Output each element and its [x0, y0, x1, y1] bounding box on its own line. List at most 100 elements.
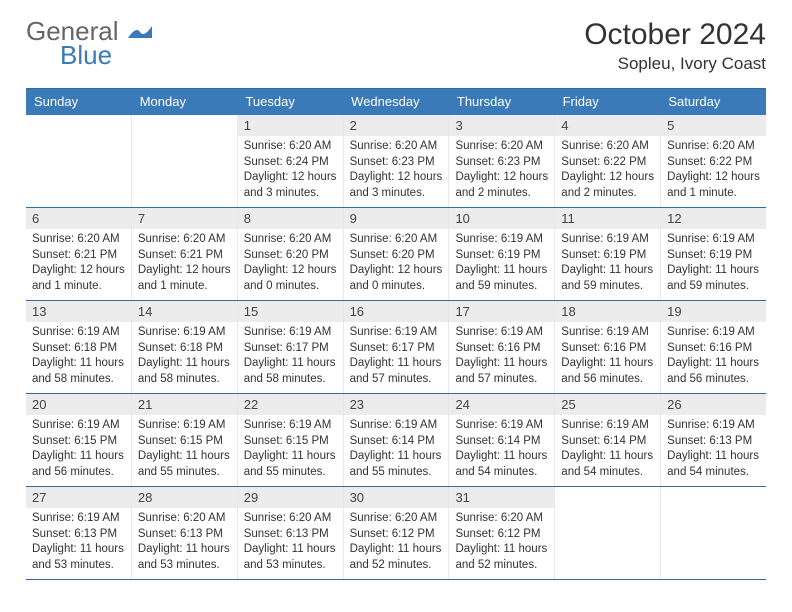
day-info: Sunrise: 6:19 AMSunset: 6:15 PMDaylight:…	[238, 415, 343, 486]
day-number: 20	[26, 394, 131, 415]
day-cell: 7Sunrise: 6:20 AMSunset: 6:21 PMDaylight…	[132, 208, 238, 300]
wave-icon	[128, 16, 152, 46]
day-headers-row: SundayMondayTuesdayWednesdayThursdayFrid…	[26, 89, 766, 115]
day-info: Sunrise: 6:20 AMSunset: 6:12 PMDaylight:…	[344, 508, 449, 579]
day-cell: 3Sunrise: 6:20 AMSunset: 6:23 PMDaylight…	[449, 115, 555, 207]
day-info: Sunrise: 6:20 AMSunset: 6:12 PMDaylight:…	[449, 508, 554, 579]
week-row: 6Sunrise: 6:20 AMSunset: 6:21 PMDaylight…	[26, 208, 766, 301]
day-number: 23	[344, 394, 449, 415]
day-info: Sunrise: 6:20 AMSunset: 6:23 PMDaylight:…	[344, 136, 449, 207]
day-info: Sunrise: 6:19 AMSunset: 6:17 PMDaylight:…	[238, 322, 343, 393]
day-number: 6	[26, 208, 131, 229]
day-number: 9	[344, 208, 449, 229]
day-cell: 26Sunrise: 6:19 AMSunset: 6:13 PMDayligh…	[661, 394, 766, 486]
day-cell: 24Sunrise: 6:19 AMSunset: 6:14 PMDayligh…	[449, 394, 555, 486]
day-cell: 18Sunrise: 6:19 AMSunset: 6:16 PMDayligh…	[555, 301, 661, 393]
day-info: Sunrise: 6:20 AMSunset: 6:22 PMDaylight:…	[661, 136, 766, 207]
day-number: 7	[132, 208, 237, 229]
day-cell: 17Sunrise: 6:19 AMSunset: 6:16 PMDayligh…	[449, 301, 555, 393]
day-number: 24	[449, 394, 554, 415]
day-cell: 6Sunrise: 6:20 AMSunset: 6:21 PMDaylight…	[26, 208, 132, 300]
day-number: 15	[238, 301, 343, 322]
day-number: 1	[238, 115, 343, 136]
day-header: Sunday	[26, 89, 132, 115]
day-number: 2	[344, 115, 449, 136]
brand-text: General Blue	[26, 18, 152, 68]
day-info: Sunrise: 6:20 AMSunset: 6:23 PMDaylight:…	[449, 136, 554, 207]
day-cell: 29Sunrise: 6:20 AMSunset: 6:13 PMDayligh…	[238, 487, 344, 579]
day-cell	[555, 487, 661, 579]
day-number: 21	[132, 394, 237, 415]
day-info: Sunrise: 6:20 AMSunset: 6:24 PMDaylight:…	[238, 136, 343, 207]
day-number: 26	[661, 394, 766, 415]
day-info: Sunrise: 6:19 AMSunset: 6:16 PMDaylight:…	[661, 322, 766, 393]
day-cell: 27Sunrise: 6:19 AMSunset: 6:13 PMDayligh…	[26, 487, 132, 579]
day-cell: 5Sunrise: 6:20 AMSunset: 6:22 PMDaylight…	[661, 115, 766, 207]
day-number: 18	[555, 301, 660, 322]
day-info: Sunrise: 6:19 AMSunset: 6:19 PMDaylight:…	[555, 229, 660, 300]
day-cell: 10Sunrise: 6:19 AMSunset: 6:19 PMDayligh…	[449, 208, 555, 300]
week-row: 13Sunrise: 6:19 AMSunset: 6:18 PMDayligh…	[26, 301, 766, 394]
day-info: Sunrise: 6:19 AMSunset: 6:17 PMDaylight:…	[344, 322, 449, 393]
day-header: Tuesday	[237, 89, 343, 115]
day-info: Sunrise: 6:20 AMSunset: 6:20 PMDaylight:…	[344, 229, 449, 300]
day-info: Sunrise: 6:19 AMSunset: 6:14 PMDaylight:…	[344, 415, 449, 486]
day-header: Saturday	[660, 89, 766, 115]
week-row: 20Sunrise: 6:19 AMSunset: 6:15 PMDayligh…	[26, 394, 766, 487]
day-info: Sunrise: 6:20 AMSunset: 6:20 PMDaylight:…	[238, 229, 343, 300]
month-title: October 2024	[584, 18, 766, 52]
week-row: 1Sunrise: 6:20 AMSunset: 6:24 PMDaylight…	[26, 115, 766, 208]
day-info: Sunrise: 6:20 AMSunset: 6:13 PMDaylight:…	[238, 508, 343, 579]
day-cell: 20Sunrise: 6:19 AMSunset: 6:15 PMDayligh…	[26, 394, 132, 486]
day-info: Sunrise: 6:19 AMSunset: 6:18 PMDaylight:…	[26, 322, 131, 393]
day-number: 27	[26, 487, 131, 508]
day-cell: 31Sunrise: 6:20 AMSunset: 6:12 PMDayligh…	[449, 487, 555, 579]
weeks-container: 1Sunrise: 6:20 AMSunset: 6:24 PMDaylight…	[26, 115, 766, 580]
day-number: 12	[661, 208, 766, 229]
day-cell: 21Sunrise: 6:19 AMSunset: 6:15 PMDayligh…	[132, 394, 238, 486]
day-number: 30	[344, 487, 449, 508]
day-number: 8	[238, 208, 343, 229]
day-cell: 13Sunrise: 6:19 AMSunset: 6:18 PMDayligh…	[26, 301, 132, 393]
day-cell	[661, 487, 766, 579]
day-cell: 4Sunrise: 6:20 AMSunset: 6:22 PMDaylight…	[555, 115, 661, 207]
day-number: 31	[449, 487, 554, 508]
day-info: Sunrise: 6:19 AMSunset: 6:14 PMDaylight:…	[449, 415, 554, 486]
day-header: Friday	[555, 89, 661, 115]
day-info: Sunrise: 6:20 AMSunset: 6:21 PMDaylight:…	[132, 229, 237, 300]
week-row: 27Sunrise: 6:19 AMSunset: 6:13 PMDayligh…	[26, 487, 766, 580]
day-info: Sunrise: 6:20 AMSunset: 6:13 PMDaylight:…	[132, 508, 237, 579]
day-cell: 1Sunrise: 6:20 AMSunset: 6:24 PMDaylight…	[238, 115, 344, 207]
day-number: 4	[555, 115, 660, 136]
day-cell: 25Sunrise: 6:19 AMSunset: 6:14 PMDayligh…	[555, 394, 661, 486]
day-number: 10	[449, 208, 554, 229]
day-cell: 15Sunrise: 6:19 AMSunset: 6:17 PMDayligh…	[238, 301, 344, 393]
day-info: Sunrise: 6:19 AMSunset: 6:15 PMDaylight:…	[26, 415, 131, 486]
day-cell: 11Sunrise: 6:19 AMSunset: 6:19 PMDayligh…	[555, 208, 661, 300]
day-cell: 19Sunrise: 6:19 AMSunset: 6:16 PMDayligh…	[661, 301, 766, 393]
day-cell: 12Sunrise: 6:19 AMSunset: 6:19 PMDayligh…	[661, 208, 766, 300]
day-header: Wednesday	[343, 89, 449, 115]
day-info: Sunrise: 6:19 AMSunset: 6:16 PMDaylight:…	[555, 322, 660, 393]
day-number: 14	[132, 301, 237, 322]
day-cell: 28Sunrise: 6:20 AMSunset: 6:13 PMDayligh…	[132, 487, 238, 579]
day-info: Sunrise: 6:20 AMSunset: 6:21 PMDaylight:…	[26, 229, 131, 300]
title-block: October 2024 Sopleu, Ivory Coast	[584, 18, 766, 74]
day-number: 22	[238, 394, 343, 415]
location: Sopleu, Ivory Coast	[584, 54, 766, 74]
calendar: SundayMondayTuesdayWednesdayThursdayFrid…	[26, 88, 766, 580]
day-number: 11	[555, 208, 660, 229]
brand-logo: General Blue	[26, 18, 152, 68]
day-number: 19	[661, 301, 766, 322]
day-number: 16	[344, 301, 449, 322]
day-header: Thursday	[449, 89, 555, 115]
day-cell: 8Sunrise: 6:20 AMSunset: 6:20 PMDaylight…	[238, 208, 344, 300]
day-info: Sunrise: 6:19 AMSunset: 6:19 PMDaylight:…	[661, 229, 766, 300]
day-cell: 22Sunrise: 6:19 AMSunset: 6:15 PMDayligh…	[238, 394, 344, 486]
day-info: Sunrise: 6:19 AMSunset: 6:15 PMDaylight:…	[132, 415, 237, 486]
day-info: Sunrise: 6:19 AMSunset: 6:16 PMDaylight:…	[449, 322, 554, 393]
day-cell: 14Sunrise: 6:19 AMSunset: 6:18 PMDayligh…	[132, 301, 238, 393]
day-info: Sunrise: 6:19 AMSunset: 6:18 PMDaylight:…	[132, 322, 237, 393]
header: General Blue October 2024 Sopleu, Ivory …	[26, 18, 766, 74]
day-number: 13	[26, 301, 131, 322]
